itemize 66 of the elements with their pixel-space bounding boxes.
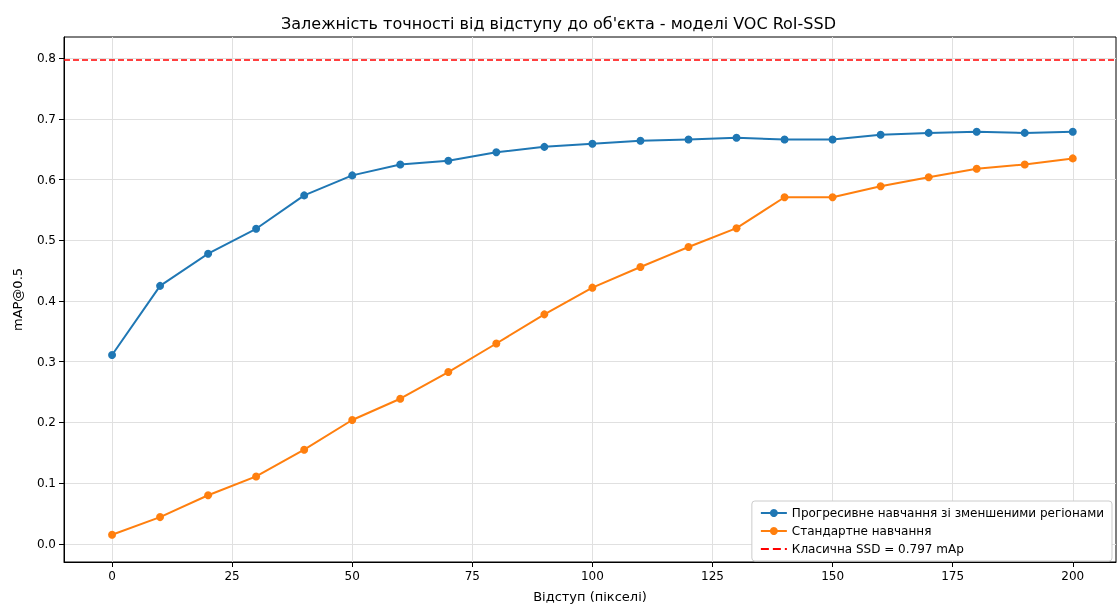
legend-label: Прогресивне навчання зі зменшеними регіонами bbox=[791, 506, 1105, 520]
point bbox=[732, 133, 741, 142]
point bbox=[876, 130, 885, 139]
point bbox=[924, 128, 933, 137]
point bbox=[444, 156, 453, 165]
point bbox=[1020, 160, 1029, 169]
point bbox=[1068, 127, 1077, 136]
point bbox=[972, 127, 981, 136]
point bbox=[444, 368, 453, 377]
x-tick-label: 50 bbox=[344, 569, 360, 583]
y-tick-label: 0.4 bbox=[36, 294, 56, 309]
point bbox=[876, 182, 885, 191]
y-tick-label: 0.1 bbox=[36, 476, 56, 491]
point bbox=[636, 263, 645, 272]
y-tick-label: 0.0 bbox=[36, 536, 56, 551]
legend-label: Стандартне навчання bbox=[791, 524, 932, 538]
point bbox=[540, 142, 549, 151]
y-tick-label: 0.7 bbox=[36, 111, 56, 126]
point bbox=[540, 310, 549, 319]
x-tick-label: 150 bbox=[821, 569, 845, 583]
point bbox=[396, 394, 405, 403]
point bbox=[396, 160, 405, 169]
point bbox=[156, 513, 165, 522]
point bbox=[636, 136, 645, 145]
point bbox=[588, 283, 597, 292]
point bbox=[348, 171, 357, 180]
point bbox=[684, 243, 693, 251]
point bbox=[972, 164, 981, 173]
point bbox=[780, 193, 789, 202]
point bbox=[732, 224, 741, 233]
point bbox=[204, 249, 213, 258]
y-tick-label: 0.2 bbox=[36, 415, 56, 430]
point bbox=[828, 193, 837, 202]
x-tick-label: 125 bbox=[701, 569, 724, 583]
x-tick-label: 200 bbox=[1061, 569, 1085, 583]
x-tick-label: 0 bbox=[108, 569, 116, 583]
point bbox=[108, 530, 117, 539]
x-tick-label: 100 bbox=[580, 569, 604, 583]
point bbox=[492, 339, 501, 348]
point bbox=[156, 281, 165, 290]
point bbox=[492, 148, 501, 157]
point bbox=[348, 415, 357, 424]
point bbox=[1020, 128, 1029, 137]
y-axis-title: mAP@0.5 bbox=[10, 267, 25, 332]
point bbox=[1068, 154, 1077, 163]
point bbox=[780, 135, 789, 144]
point bbox=[252, 224, 261, 233]
point bbox=[828, 135, 837, 144]
y-tick-label: 0.8 bbox=[36, 51, 56, 66]
point bbox=[300, 445, 309, 454]
point bbox=[108, 351, 117, 360]
point bbox=[588, 139, 597, 148]
y-tick-label: 0.5 bbox=[36, 233, 56, 248]
x-tick-label: 25 bbox=[224, 569, 240, 583]
y-tick-label: 0.6 bbox=[36, 172, 56, 187]
chart-title: Залежність точності від відступу до об'єкта - моделі VOC RoI-SSD bbox=[281, 13, 836, 33]
x-tick-label: 75 bbox=[464, 569, 480, 583]
x-axis-title: Відступ (пікселі) bbox=[533, 589, 647, 604]
legend-label: Класична SSD = 0.797 mAp bbox=[791, 542, 964, 556]
x-tick-label: 175 bbox=[941, 569, 965, 583]
point bbox=[252, 472, 261, 481]
point bbox=[300, 191, 309, 200]
point bbox=[684, 135, 693, 144]
point bbox=[204, 491, 213, 500]
y-tick-label: 0.3 bbox=[36, 354, 56, 369]
point bbox=[924, 173, 933, 182]
